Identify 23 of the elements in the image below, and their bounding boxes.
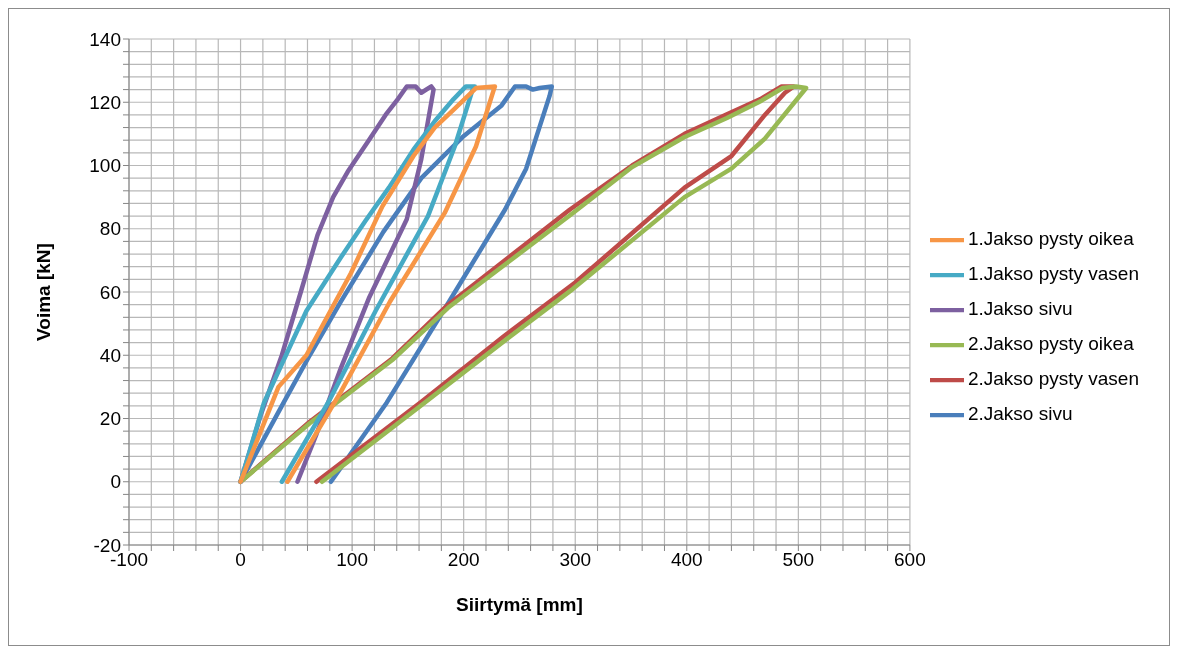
y-tick-label: 120 bbox=[89, 92, 121, 113]
y-tick-label: 20 bbox=[99, 408, 121, 430]
y-tick-label: 60 bbox=[99, 281, 121, 303]
y-tick-label: 0 bbox=[110, 471, 121, 493]
y-tick-label: 140 bbox=[89, 28, 121, 50]
x-tick-label: 500 bbox=[782, 549, 815, 571]
legend-label: 1.Jakso pysty vasen bbox=[967, 263, 1139, 285]
y-tick-label: 40 bbox=[99, 344, 121, 366]
legend-label: 1.Jakso pysty oikea bbox=[967, 228, 1134, 250]
x-tick-label: 600 bbox=[894, 549, 926, 571]
x-tick-label: 100 bbox=[336, 549, 368, 571]
legend-label: 1.Jakso sivu bbox=[967, 298, 1073, 320]
x-tick-label: 0 bbox=[235, 549, 246, 571]
x-axis-title: Siirtymä [mm] bbox=[456, 594, 583, 615]
legend-label: 2.Jakso sivu bbox=[967, 402, 1073, 424]
y-tick-label: 80 bbox=[99, 218, 121, 240]
legend-label: 2.Jakso pysty vasen bbox=[967, 367, 1139, 389]
y-tick-label: 100 bbox=[89, 155, 121, 177]
x-tick-label: 200 bbox=[447, 549, 480, 571]
x-tick-label: 300 bbox=[559, 549, 592, 571]
legend-label: 2.Jakso pysty oikea bbox=[967, 333, 1134, 354]
x-tick-label: 400 bbox=[670, 549, 703, 571]
y-axis-title: Voima [kN] bbox=[32, 243, 54, 341]
